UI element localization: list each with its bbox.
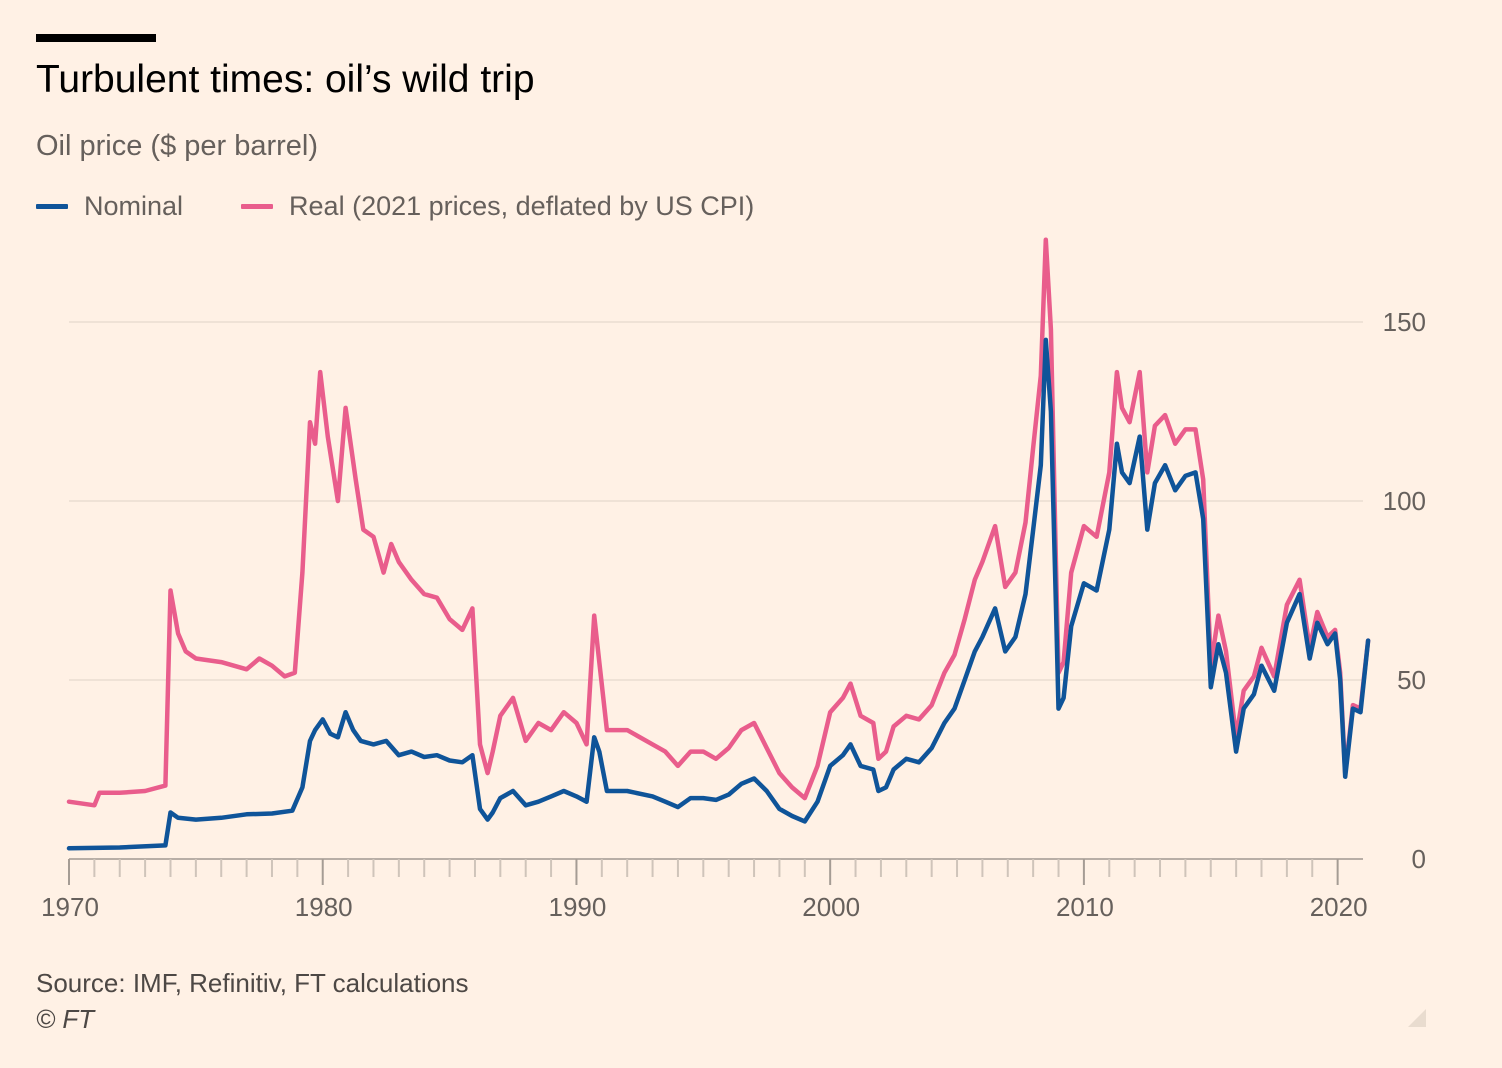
legend-item-real: Real (2021 prices, deflated by US CPI) [241, 191, 754, 222]
legend-label-real: Real (2021 prices, deflated by US CPI) [289, 191, 755, 221]
resize-corner [1408, 1009, 1426, 1027]
source-note: Source: IMF, Refinitiv, FT calculations [36, 968, 469, 998]
x-tick-label-1970: 1970 [41, 892, 99, 922]
y-tick-label-0: 0 [1412, 844, 1426, 874]
chart-title: Turbulent times: oil’s wild trip [36, 58, 535, 101]
legend-swatch-real [241, 204, 274, 209]
series-line-nominal [66, 337, 1371, 851]
legend-item-nominal: Nominal [36, 191, 183, 222]
legend-swatch-nominal [36, 204, 68, 209]
x-tick-label-1980: 1980 [295, 892, 353, 922]
series-line-real [66, 237, 1371, 808]
x-tick-label-1990: 1990 [549, 892, 607, 922]
legend-label-nominal: Nominal [84, 191, 184, 221]
x-tick-label-2010: 2010 [1056, 892, 1114, 922]
top-rule [36, 34, 156, 42]
chart-subtitle: Oil price ($ per barrel) [36, 130, 319, 162]
y-tick-label-150: 150 [1383, 307, 1426, 337]
y-tick-label-100: 100 [1383, 486, 1426, 516]
legend: Nominal Real (2021 prices, deflated by U… [36, 191, 812, 222]
y-tick-label-50: 50 [1397, 665, 1426, 695]
x-tick-label-2000: 2000 [802, 892, 860, 922]
copyright-note: © FT [36, 1004, 95, 1034]
x-tick-label-2020: 2020 [1310, 892, 1368, 922]
